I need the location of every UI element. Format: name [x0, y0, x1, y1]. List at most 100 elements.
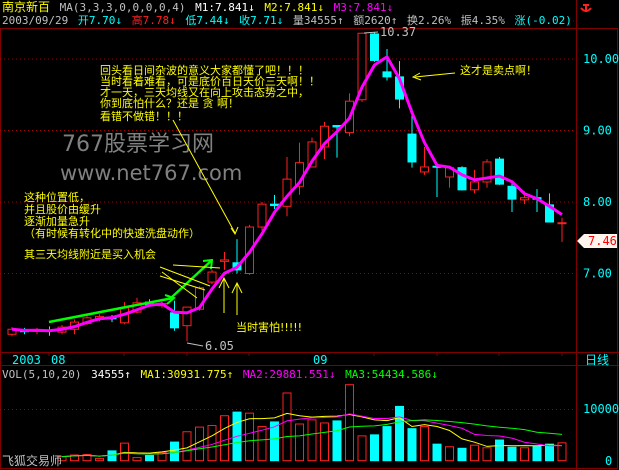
sell-note: 这才是卖点啊！ — [460, 63, 537, 77]
arrowhead-icon — [164, 294, 176, 305]
candle-body — [407, 133, 417, 163]
annotation-line: （有时候有转化中的快速洗盘动作） — [24, 226, 200, 240]
quote-amplitude: 振4.35% — [460, 14, 505, 27]
volume-bar — [432, 443, 442, 462]
quote-volume: 量34555↑ — [292, 14, 344, 27]
buy-note: 其三天均线附近是买入机会 — [24, 247, 156, 261]
volume-bar — [470, 444, 479, 462]
volume-bar — [257, 426, 267, 462]
low-price-label: 6.05 — [205, 339, 234, 353]
last-price-value: 7.46 — [588, 234, 617, 248]
annotation-line: 并且股价由缓升 — [24, 202, 101, 216]
candle — [470, 169, 479, 194]
quote-turnover: 换2.26% — [406, 14, 452, 27]
volume-bars — [57, 384, 567, 462]
volume-bar — [495, 439, 504, 462]
candle-body — [207, 271, 217, 283]
watermark-url: www.net767.com — [60, 161, 242, 185]
candle-body — [257, 203, 267, 228]
volume-bar — [320, 422, 329, 462]
price-tick-label: 8.00 — [583, 195, 612, 209]
header-quote-row: 2003/09/29 开7.70↓ 高7.78↓ 低7.44↓ 收7.71↓ 量… — [2, 14, 574, 27]
volume-bar — [82, 453, 92, 462]
quote-open: 开7.70↓ — [77, 14, 122, 27]
volume-bar — [95, 457, 104, 462]
anchor-icon[interactable] — [580, 4, 592, 12]
quote-close: 收7.71↓ — [239, 14, 284, 27]
volume-bar — [382, 426, 392, 462]
candle-body — [370, 33, 379, 61]
annotation-line: 你到底怕什么？还是 贪 啊！ — [100, 96, 239, 110]
arrowhead-icon — [202, 258, 214, 270]
ma-params: MA(3,3,3,0,0,0,0,4) — [59, 1, 186, 14]
vol-ma2-value: MA2:29881.551↓ — [242, 368, 336, 381]
volume-bar — [332, 420, 342, 462]
candle-body — [520, 197, 529, 201]
ma3-value: M3:7.841↓ — [333, 1, 394, 14]
high-label-leader — [363, 31, 379, 34]
header-indicator-row: 南京新百 MA(3,3,3,0,0,0,0,4) M1:7.841↓ M2:7.… — [2, 0, 396, 15]
last-price-tag — [577, 234, 617, 248]
candle-body — [457, 167, 467, 191]
vol-ma3-value: MA3:54434.586↓ — [345, 368, 438, 381]
fear-note: 当时害怕!!!!! — [236, 320, 302, 334]
volume-bar — [307, 419, 317, 462]
candle-body — [357, 32, 367, 101]
candle-body — [382, 71, 392, 78]
volume-bar — [507, 446, 517, 462]
candle — [482, 159, 492, 188]
vol-ma1-value: MA1:30931.775↑ — [140, 368, 234, 381]
volume-bar — [420, 426, 429, 462]
volume-bar — [545, 443, 554, 462]
annotation-line: 看错不做错！！！ — [100, 109, 188, 123]
price-tick-label: 9.00 — [583, 124, 612, 138]
candle — [282, 156, 292, 217]
annotation-line: 回头看日间杂波的意义大家都懂了吧！！！ — [100, 63, 309, 77]
candle — [207, 269, 217, 285]
candle-body — [557, 222, 567, 225]
annotation-line: 当时看着难看，可是底价百日天价三天啊！！ — [100, 74, 320, 88]
date-label-month: 09 — [313, 353, 327, 367]
candle — [495, 156, 504, 185]
volume-bar — [395, 405, 404, 462]
volume-bar — [245, 412, 254, 462]
volume-bar — [520, 447, 529, 462]
candle — [370, 32, 379, 62]
ma1-value: M1:7.841↓ — [195, 1, 255, 14]
low-label-leader — [186, 342, 204, 347]
candle — [407, 108, 417, 168]
volume-bar — [370, 434, 379, 462]
volume-bar — [457, 447, 467, 462]
annotation-line: 逐渐加量急升 — [24, 214, 90, 228]
annotation-block-2: 这种位置低， 并且股价由缓升 逐渐加量急升 （有时候有转化中的快速洗盘动作） — [24, 190, 200, 240]
chart-frame — [0, 28, 618, 469]
candle-body — [220, 259, 229, 262]
annotation-line: 这种位置低， — [24, 190, 90, 204]
candle-body — [170, 312, 179, 329]
volume-tick-0: 0 — [605, 454, 612, 468]
date-label-year: 2003 — [12, 353, 41, 367]
quote-date: 2003/09/29 — [2, 14, 69, 27]
volume-bar — [70, 454, 79, 462]
price-tick-label: 7.00 — [583, 267, 612, 281]
price-axis: 7.00 8.00 9.00 10.00 — [583, 52, 619, 281]
volume-bar — [282, 392, 292, 462]
volume-title: VOL(5,10,20) — [2, 368, 82, 381]
software-name: 飞狐交易师 — [2, 454, 63, 468]
volume-value: 34555↑ — [91, 368, 131, 381]
candle-body — [420, 166, 429, 173]
volume-bar — [295, 423, 304, 462]
sell-arrow-icon — [411, 72, 456, 81]
candle — [220, 252, 229, 270]
date-ticks — [48, 352, 563, 356]
period-button[interactable]: 日线 — [585, 353, 609, 367]
quote-high: 高7.78↓ — [131, 14, 176, 27]
stock-name: 南京新百 — [2, 0, 51, 14]
candle-body — [470, 181, 479, 191]
quote-change: 涨(-0.02)-0.24% — [514, 14, 574, 27]
candle — [170, 300, 179, 331]
volume-bar — [145, 455, 154, 462]
high-price-label: 10.37 — [380, 25, 416, 39]
